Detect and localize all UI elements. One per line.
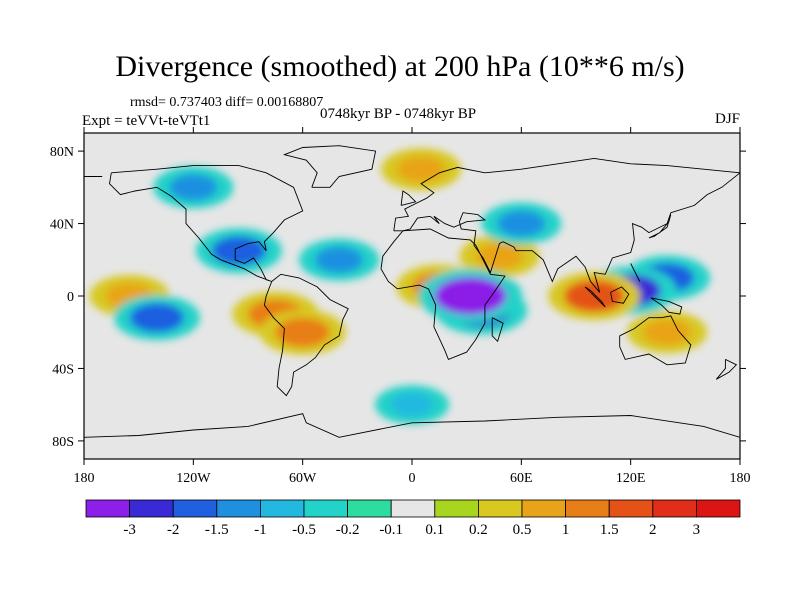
colorbar-label: 1	[562, 522, 570, 538]
coastline	[400, 190, 417, 206]
coastline	[263, 273, 349, 397]
experiment-label: Expt = teVVt-teVTt1	[82, 113, 211, 129]
lon-tick-label: 120W	[176, 471, 211, 486]
lat-tick-label: 0	[67, 290, 74, 305]
colorbar-label: -0.1	[379, 522, 403, 538]
coastline	[715, 358, 738, 380]
coastline	[393, 157, 740, 231]
coastline	[393, 172, 740, 293]
lat-tick-label: 40S	[52, 362, 74, 377]
colorbar-label: 0.2	[469, 522, 488, 538]
colorbar-swatch	[216, 499, 261, 518]
coastline	[619, 315, 692, 366]
coastline	[630, 263, 641, 282]
colorbar: -3 -2 -1.5 -1 -0.5 -0.2 -0.1 0.1 0.2 0.5 1 1.5 2 3	[85, 499, 741, 538]
lon-tick-label: 180	[74, 471, 95, 486]
colorbar-label: 2	[649, 522, 657, 538]
coastline	[648, 214, 672, 239]
colorbar-swatch	[303, 499, 348, 518]
colorbar-swatch	[85, 499, 130, 518]
field-core	[315, 246, 364, 273]
colorbar-label: -0.2	[336, 522, 360, 538]
coastline	[84, 413, 740, 438]
field-core	[275, 317, 330, 347]
coastline	[491, 317, 504, 343]
colorbar-swatch	[259, 499, 305, 518]
lon-tick-label: 60E	[510, 471, 533, 486]
colorbar-label: -1	[254, 522, 267, 538]
colorbar-swatch	[565, 499, 610, 518]
lon-tick-label: 0	[409, 471, 416, 486]
colorbar-swatch	[434, 499, 479, 518]
plot-title: Divergence (smoothed) at 200 hPa (10**6 …	[115, 50, 685, 83]
field-core	[397, 156, 446, 183]
colorbar-swatch	[347, 499, 392, 518]
coastline	[380, 228, 506, 360]
lon-tick-label: 180	[730, 471, 751, 486]
colorbar-swatch	[696, 499, 741, 518]
colorbar-swatch	[390, 499, 436, 518]
field-core	[643, 319, 692, 346]
coastline	[610, 286, 630, 304]
field-core	[391, 393, 433, 417]
colorbar-label: 0.5	[513, 522, 532, 538]
field-core	[169, 174, 218, 201]
stats-line: rmsd= 0.737403 diff= 0.00168807	[130, 95, 324, 110]
colorbar-swatch	[129, 499, 174, 518]
colorbar-label: -3	[123, 522, 136, 538]
lon-tick-label: 120E	[616, 471, 646, 486]
field-core	[129, 303, 184, 333]
field-core	[475, 243, 524, 270]
colorbar-swatch	[172, 499, 218, 518]
colorbar-swatch	[608, 499, 654, 518]
colorbar-label: 1.5	[600, 522, 619, 538]
colorbar-label: 3	[693, 522, 701, 538]
field-core	[211, 236, 266, 266]
colorbar-label: -2	[167, 522, 180, 538]
season-label: DJF	[714, 111, 740, 127]
colorbar-label: -1.5	[205, 522, 229, 538]
colorbar-swatch	[477, 499, 523, 518]
lon-tick-label: 60W	[289, 471, 317, 486]
coastline	[650, 297, 683, 315]
colorbar-swatch	[652, 499, 697, 518]
lat-tick-label: 40N	[50, 218, 74, 233]
coastline	[584, 286, 606, 308]
divergence-field	[84, 133, 740, 459]
coastlines	[84, 145, 740, 438]
colorbar-label: -0.5	[292, 522, 316, 538]
field-core	[497, 210, 546, 237]
coastline	[282, 145, 377, 188]
axis-ticks: 80N 40N 0 40S 80S 180 120W 60W 0 60E 120E 180	[50, 127, 751, 486]
coastline	[109, 165, 304, 282]
field-core	[434, 277, 507, 315]
lat-tick-label: 80N	[50, 145, 74, 160]
lat-tick-label: 80S	[52, 435, 74, 450]
colorbar-swatch	[521, 499, 566, 518]
period-label: 0748kyr BP - 0748kyr BP	[320, 106, 477, 122]
colorbar-label: 0.1	[425, 522, 444, 538]
